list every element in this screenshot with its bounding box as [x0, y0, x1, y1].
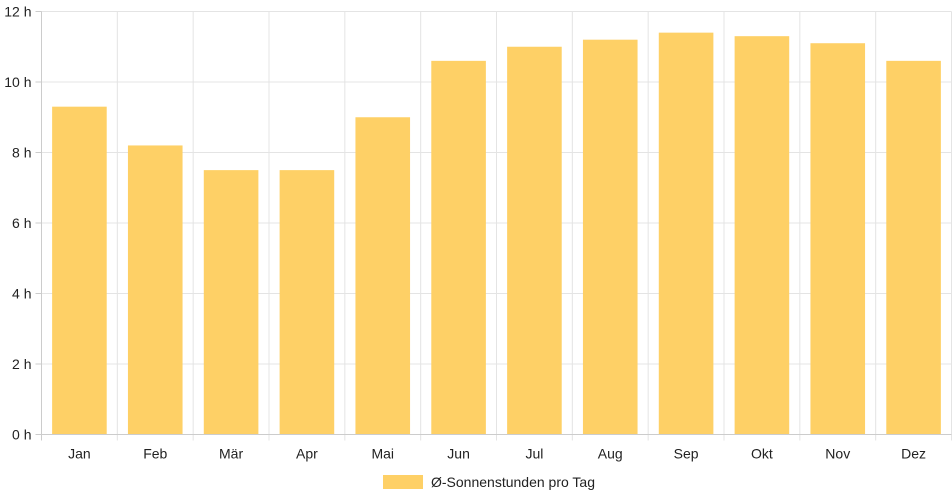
bar-okt[interactable]: [734, 36, 790, 435]
x-axis-tick-labels: Jan Feb Mär Apr Mai Jun Jul Aug Sep Okt Nov Dez: [68, 446, 926, 462]
y-tick-label: 2 h: [12, 356, 31, 372]
legend-label: Ø-Sonnenstunden pro Tag: [431, 474, 595, 490]
bar-jan[interactable]: [52, 106, 107, 435]
y-tick-label: 10 h: [4, 74, 31, 90]
bar-dez[interactable]: [886, 60, 941, 435]
bar-nov[interactable]: [810, 43, 866, 435]
y-tick-label: 0 h: [12, 427, 31, 443]
bar-aug[interactable]: [582, 39, 638, 435]
x-tick-label: Jul: [525, 446, 543, 462]
x-tick-label: Feb: [143, 446, 167, 462]
x-tick-label: Sep: [674, 446, 699, 462]
x-tick-label: Mär: [219, 446, 243, 462]
x-tick-label: Aug: [598, 446, 623, 462]
bar-jul[interactable]: [507, 46, 562, 435]
bar-sep[interactable]: [658, 32, 714, 435]
bars: [52, 32, 941, 435]
x-tick-label: Mai: [371, 446, 394, 462]
bar-apr[interactable]: [279, 170, 335, 435]
y-tick-label: 4 h: [12, 286, 31, 302]
x-tick-label: Jan: [68, 446, 91, 462]
legend-swatch: [383, 475, 424, 489]
x-tick-label: Okt: [751, 446, 773, 462]
legend[interactable]: Ø-Sonnenstunden pro Tag: [383, 474, 595, 490]
bar-mär[interactable]: [203, 170, 259, 435]
x-tick-label: Apr: [296, 446, 318, 462]
bar-mai[interactable]: [355, 117, 411, 435]
y-tick-label: 12 h: [4, 4, 31, 20]
x-tick-label: Jun: [447, 446, 470, 462]
bar-jun[interactable]: [431, 60, 486, 435]
y-tick-label: 8 h: [12, 145, 31, 161]
axes: [35, 11, 952, 441]
y-axis-tick-labels: 0 h 2 h 4 h 6 h 8 h 10 h 12 h: [4, 4, 31, 443]
y-tick-label: 6 h: [12, 215, 31, 231]
x-tick-label: Nov: [825, 446, 850, 462]
bar-feb[interactable]: [127, 145, 183, 435]
x-tick-label: Dez: [901, 446, 926, 462]
